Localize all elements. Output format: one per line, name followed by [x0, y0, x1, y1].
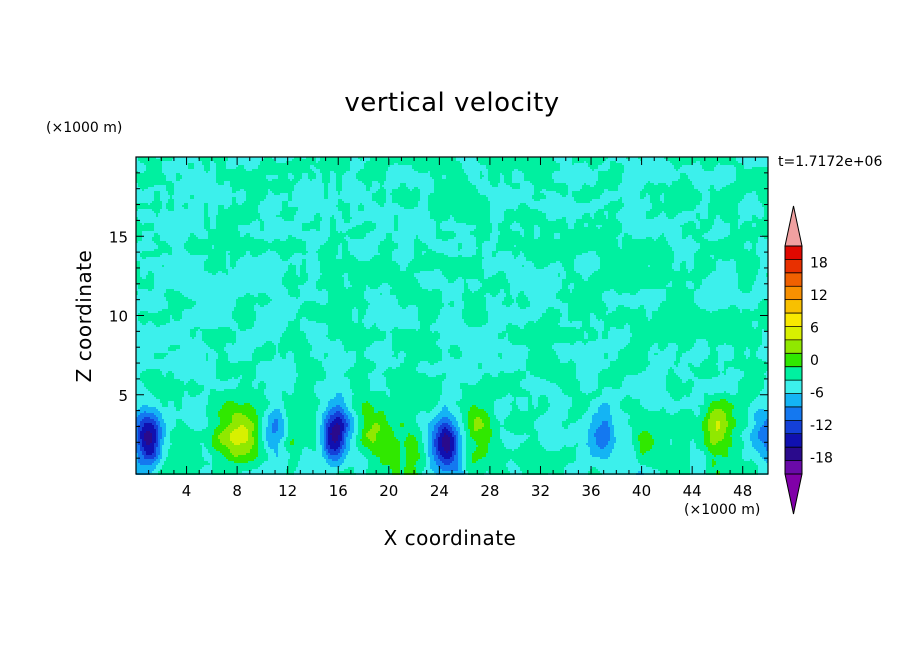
colorbar-under-triangle [785, 474, 802, 514]
colorbar-tick-label: 18 [810, 255, 828, 271]
colorbar-segment [785, 259, 802, 273]
x-tick-label: 24 [430, 482, 449, 500]
colorbar-tick-label: 6 [810, 320, 819, 336]
x-tick-label: 40 [632, 482, 651, 500]
x-axis-label: X coordinate [300, 526, 600, 550]
colorbar-segment [785, 353, 802, 367]
chart-title: vertical velocity [0, 88, 904, 118]
colorbar-tick-label: -12 [810, 418, 833, 434]
x-tick-label: 8 [232, 482, 242, 500]
colorbar-segment [785, 326, 802, 340]
colorbar-segment [785, 407, 802, 421]
y-tick-label: 10 [109, 308, 128, 326]
x-tick-label: 36 [581, 482, 600, 500]
colorbar-segment [785, 286, 802, 300]
colorbar-segment [785, 420, 802, 434]
colorbar-segment [785, 394, 802, 408]
colorbar-segment [785, 447, 802, 461]
x-tick-label: 20 [379, 482, 398, 500]
colorbar-tick-label: -6 [810, 386, 824, 402]
colorbar-segment [785, 313, 802, 327]
colorbar-segment [785, 461, 802, 475]
colorbar: 18 12 6 0 -6 -12 -18 [785, 206, 833, 514]
colorbar-segment [785, 300, 802, 314]
y-axis-label: Z coordinate [72, 250, 96, 383]
colorbar-segment [785, 434, 802, 448]
colorbar-tick-label: 12 [810, 288, 828, 304]
x-tick-label: 44 [683, 482, 702, 500]
x-tick-label: 16 [329, 482, 348, 500]
x-unit-label: (×1000 m) [684, 502, 760, 518]
y-tick-label: 15 [109, 228, 128, 246]
time-annotation: t=1.7172e+06 [778, 154, 882, 170]
colorbar-segment [785, 340, 802, 354]
x-tick-label: 4 [182, 482, 192, 500]
y-tick-label: 5 [118, 387, 128, 405]
colorbar-over-triangle [785, 206, 802, 246]
x-tick-label: 32 [531, 482, 550, 500]
x-tick-label: 48 [733, 482, 752, 500]
colorbar-segment [785, 246, 802, 260]
colorbar-segment [785, 273, 802, 287]
x-tick-label: 12 [278, 482, 297, 500]
colorbar-segment [785, 367, 802, 381]
colorbar-tick-label: -18 [810, 451, 833, 467]
x-tick-label: 28 [480, 482, 499, 500]
colorbar-tick-label: 0 [810, 353, 819, 369]
y-unit-label: (×1000 m) [46, 120, 122, 136]
colorbar-segment [785, 380, 802, 394]
contour-field [136, 157, 768, 475]
